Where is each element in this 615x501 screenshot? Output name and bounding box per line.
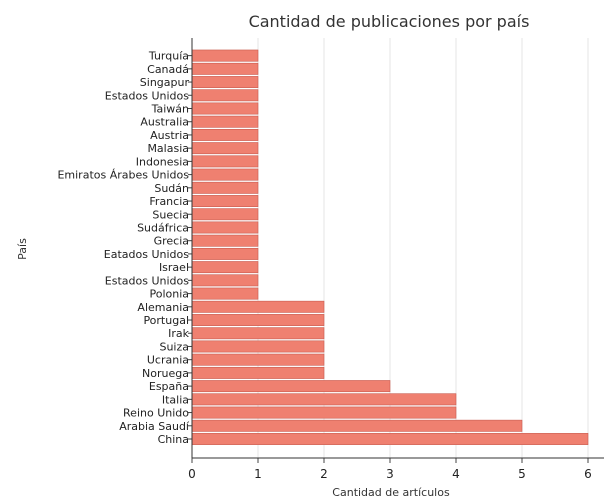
category-label: Grecia: [154, 235, 189, 248]
category-label: Canadá: [147, 63, 189, 76]
y-axis-label: País: [16, 238, 29, 260]
category-label: Polonia: [149, 288, 189, 301]
bar: [191, 406, 457, 419]
bar: [191, 380, 391, 393]
category-label: Suecia: [152, 208, 189, 221]
bar: [191, 287, 259, 300]
bar: [191, 340, 325, 353]
category-label: Arabia Saudí: [119, 420, 190, 433]
bar: [191, 49, 259, 62]
bar: [191, 115, 259, 128]
bar: [191, 300, 325, 313]
bar: [191, 393, 457, 406]
category-label: Irak: [168, 327, 190, 340]
category-label: Eatados Unidos: [104, 248, 189, 261]
bar: [191, 128, 259, 141]
x-tick-label: 2: [320, 467, 328, 481]
category-label: Ucrania: [147, 354, 189, 367]
x-tick-label: 6: [584, 467, 592, 481]
bar: [191, 181, 259, 194]
bar: [191, 433, 589, 445]
category-label: Emiratos Árabes Unidos: [57, 169, 189, 182]
bar: [191, 142, 259, 155]
category-label: Israel: [159, 261, 189, 274]
category-label: Alemania: [137, 301, 189, 314]
x-tick-label: 1: [254, 467, 262, 481]
bar: [191, 366, 325, 379]
bar: [191, 274, 259, 287]
bar: [191, 168, 259, 181]
bar: [191, 261, 259, 274]
bar: [191, 195, 259, 207]
category-label: Austria: [150, 129, 189, 142]
category-label: Portugal: [143, 314, 189, 327]
category-label: Estados Unidos: [105, 89, 189, 102]
bar: [191, 102, 259, 115]
category-label: Noruega: [142, 367, 189, 380]
chart-title: Cantidad de publicaciones por país: [249, 12, 530, 31]
category-label: Francia: [149, 195, 189, 208]
category-label: Suiza: [159, 340, 189, 353]
category-label: Australia: [140, 116, 189, 129]
bar: [191, 62, 259, 75]
category-label: Indonesia: [136, 155, 189, 168]
x-tick-label: 4: [452, 467, 460, 481]
category-label: Italia: [162, 393, 189, 406]
category-label: Sudán: [154, 182, 189, 195]
bar: [191, 353, 325, 366]
bar: [191, 327, 325, 340]
bar: [191, 234, 259, 247]
category-label: Taiwán: [151, 103, 189, 116]
x-tick-label: 5: [518, 467, 526, 481]
category-label: España: [149, 380, 189, 393]
category-label: Malasia: [147, 142, 189, 155]
bar: [191, 247, 259, 260]
category-label: Sudáfrica: [137, 221, 189, 234]
category-label: Estados Unidos: [105, 274, 189, 287]
category-label: Reino Unido: [123, 407, 189, 420]
bar: [191, 76, 259, 89]
x-axis-label: Cantidad de artículos: [332, 486, 450, 499]
category-label: Singapur: [140, 76, 190, 89]
category-label: China: [158, 433, 189, 446]
bar: [191, 221, 259, 234]
bar: [191, 314, 325, 326]
x-tick-label: 3: [386, 467, 394, 481]
bar: [191, 208, 259, 221]
bar: [191, 89, 259, 102]
bar: [191, 155, 259, 168]
bar: [191, 419, 523, 432]
category-label: Turquía: [148, 50, 189, 63]
x-tick-label: 0: [188, 467, 196, 481]
